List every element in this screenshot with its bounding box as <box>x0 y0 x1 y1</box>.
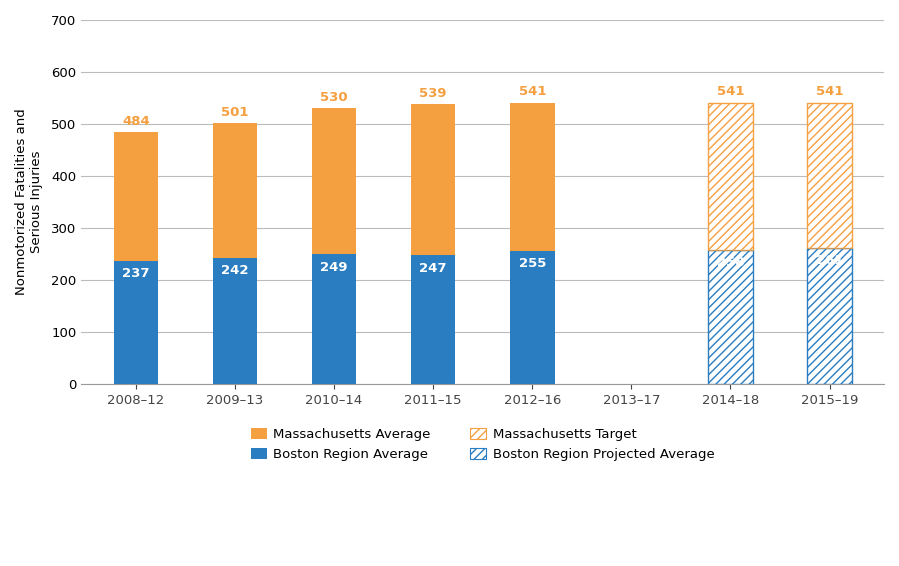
Legend: Massachusetts Average, Boston Region Average, Massachusetts Target, Boston Regio: Massachusetts Average, Boston Region Ave… <box>251 428 715 461</box>
Bar <box>708 250 752 384</box>
Bar <box>807 102 851 248</box>
Text: 484: 484 <box>122 115 150 128</box>
Bar <box>411 104 456 255</box>
Text: 501: 501 <box>221 106 249 119</box>
Bar <box>312 108 356 254</box>
Bar <box>213 258 257 384</box>
Bar <box>113 260 158 384</box>
Text: 249: 249 <box>320 260 348 273</box>
Bar <box>708 102 752 250</box>
Text: 242: 242 <box>221 264 249 277</box>
Bar <box>312 254 356 384</box>
Text: 530: 530 <box>320 91 348 104</box>
Text: 539: 539 <box>420 87 447 100</box>
Bar <box>807 248 851 384</box>
Bar <box>708 250 752 384</box>
Y-axis label: Nonmotorized Fatalities and
Serious Injuries: Nonmotorized Fatalities and Serious Inju… <box>15 109 43 295</box>
Bar <box>411 255 456 384</box>
Text: 541: 541 <box>815 85 843 98</box>
Bar <box>113 132 158 260</box>
Text: 247: 247 <box>420 261 447 275</box>
Bar <box>807 248 851 384</box>
Text: 255: 255 <box>519 258 546 271</box>
Text: 541: 541 <box>519 85 546 98</box>
Bar <box>807 102 851 248</box>
Text: 261: 261 <box>815 254 843 267</box>
Text: 541: 541 <box>717 85 744 98</box>
Bar <box>708 102 752 250</box>
Text: 237: 237 <box>122 267 150 280</box>
Text: 258: 258 <box>717 256 744 269</box>
Bar <box>510 102 555 251</box>
Bar <box>213 123 257 258</box>
Bar <box>510 251 555 384</box>
